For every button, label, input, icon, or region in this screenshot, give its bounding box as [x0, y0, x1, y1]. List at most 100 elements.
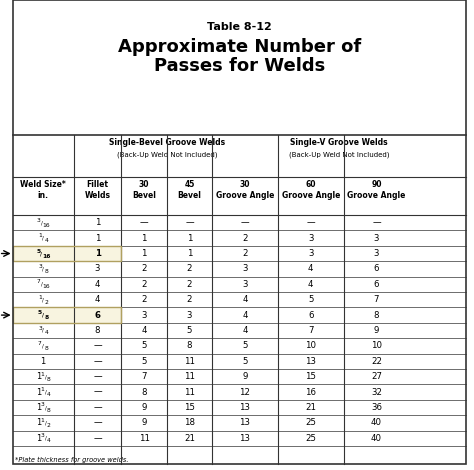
Text: 8: 8	[45, 346, 48, 351]
Text: 4: 4	[95, 295, 100, 304]
Text: 4: 4	[242, 311, 248, 320]
Text: —: —	[93, 388, 102, 397]
Text: 8: 8	[187, 341, 192, 351]
Text: 6: 6	[374, 265, 379, 274]
Text: 4: 4	[95, 280, 100, 289]
Text: /: /	[42, 266, 44, 271]
Text: 27: 27	[371, 372, 382, 381]
Text: 15: 15	[305, 372, 316, 381]
Text: —: —	[185, 218, 194, 227]
Text: 1: 1	[36, 418, 41, 427]
Text: 8: 8	[95, 326, 100, 335]
Text: Passes for Welds: Passes for Welds	[154, 57, 325, 75]
Text: 12: 12	[239, 388, 250, 397]
Text: 1: 1	[36, 372, 41, 381]
Text: 21: 21	[305, 403, 316, 412]
Text: 1: 1	[95, 249, 100, 258]
Text: 5: 5	[36, 249, 40, 253]
Text: 5: 5	[242, 357, 248, 366]
Text: *Plate thickness for groove welds.: *Plate thickness for groove welds.	[15, 457, 128, 463]
Text: /: /	[41, 220, 42, 225]
Text: 16: 16	[43, 223, 50, 227]
Text: 5: 5	[308, 295, 313, 304]
Text: /: /	[42, 297, 44, 302]
Text: 3: 3	[40, 402, 44, 407]
Bar	[13, 307, 121, 323]
Text: 7: 7	[308, 326, 313, 335]
Text: Single-V Groove Welds: Single-V Groove Welds	[290, 138, 388, 147]
Text: 9: 9	[141, 403, 147, 412]
Text: 9: 9	[141, 418, 147, 427]
Text: 5: 5	[242, 341, 248, 351]
Text: 3: 3	[40, 433, 44, 439]
Text: 21: 21	[184, 434, 195, 443]
Text: /: /	[42, 328, 44, 333]
Text: 13: 13	[239, 403, 250, 412]
Text: 3: 3	[242, 265, 248, 274]
Text: Approximate Number of: Approximate Number of	[118, 38, 361, 56]
Text: 16: 16	[43, 284, 50, 290]
Text: 3: 3	[141, 311, 147, 320]
Text: /: /	[45, 374, 46, 379]
Text: —: —	[93, 357, 102, 366]
Text: Single-Bevel Groove Welds: Single-Bevel Groove Welds	[109, 138, 225, 147]
Text: 4: 4	[47, 392, 51, 397]
Text: 4: 4	[45, 330, 48, 336]
Text: 8: 8	[47, 376, 51, 382]
Text: —: —	[306, 218, 315, 227]
Text: 5: 5	[141, 357, 147, 366]
Text: 32: 32	[371, 388, 382, 397]
Text: 1: 1	[40, 372, 44, 376]
Text: 1: 1	[40, 418, 44, 423]
Text: 6: 6	[374, 280, 379, 289]
Text: 8: 8	[374, 311, 379, 320]
Text: 3: 3	[187, 311, 192, 320]
Text: 2: 2	[242, 249, 248, 258]
Text: —: —	[93, 372, 102, 381]
Text: 8: 8	[45, 315, 48, 320]
Text: 7: 7	[36, 279, 40, 284]
Text: 2: 2	[242, 234, 248, 243]
Text: /: /	[42, 313, 44, 318]
Text: /: /	[41, 282, 42, 287]
Text: 4: 4	[47, 439, 51, 443]
Text: 2: 2	[141, 265, 147, 274]
Text: —: —	[140, 218, 148, 227]
Text: 1: 1	[141, 234, 147, 243]
Text: 2: 2	[187, 265, 192, 274]
Text: 30
Groove Angle: 30 Groove Angle	[216, 180, 274, 200]
Text: 9: 9	[374, 326, 379, 335]
Text: 5: 5	[141, 341, 147, 351]
Text: 1: 1	[141, 249, 147, 258]
Text: —: —	[93, 341, 102, 351]
Bar	[13, 246, 121, 261]
Text: 3: 3	[308, 249, 313, 258]
Text: 10: 10	[305, 341, 316, 351]
Text: 1: 1	[187, 249, 192, 258]
Text: 4: 4	[242, 295, 248, 304]
Text: 25: 25	[305, 418, 316, 427]
Text: /: /	[42, 344, 44, 348]
Text: 2: 2	[45, 300, 48, 305]
Text: 1: 1	[95, 234, 100, 243]
Text: 45
Bevel: 45 Bevel	[177, 180, 201, 200]
Text: 16: 16	[42, 253, 51, 258]
Text: 36: 36	[371, 403, 382, 412]
Text: 6: 6	[95, 311, 100, 320]
Text: 2: 2	[187, 295, 192, 304]
Text: 1: 1	[38, 233, 42, 238]
Text: 60
Groove Angle: 60 Groove Angle	[282, 180, 340, 200]
Text: 25: 25	[305, 434, 316, 443]
Text: 2: 2	[47, 423, 51, 428]
Text: 11: 11	[184, 357, 195, 366]
Text: 1: 1	[36, 403, 41, 412]
Text: 3: 3	[242, 280, 248, 289]
Text: 1: 1	[36, 388, 41, 397]
Text: 1: 1	[38, 295, 42, 300]
Text: 16: 16	[305, 388, 316, 397]
Text: 1: 1	[187, 234, 192, 243]
Text: 2: 2	[141, 280, 147, 289]
Text: 15: 15	[184, 403, 195, 412]
Text: 7: 7	[38, 341, 42, 346]
Text: 11: 11	[138, 434, 150, 443]
